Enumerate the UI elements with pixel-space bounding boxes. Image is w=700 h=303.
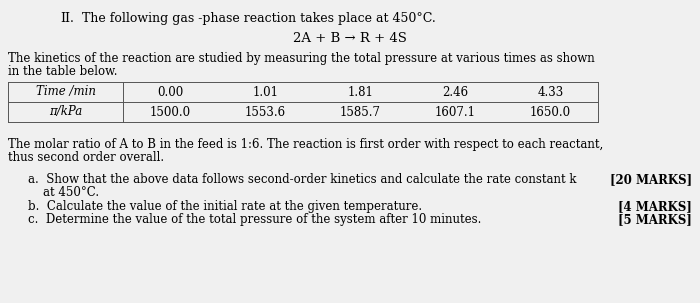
Text: [4 MARKS]: [4 MARKS] [618, 200, 692, 213]
Text: The following gas -phase reaction takes place at 450°C.: The following gas -phase reaction takes … [82, 12, 435, 25]
Text: The molar ratio of A to B in the feed is 1:6. The reaction is first order with r: The molar ratio of A to B in the feed is… [8, 138, 603, 151]
Text: 1607.1: 1607.1 [435, 105, 476, 118]
Text: 1553.6: 1553.6 [245, 105, 286, 118]
Text: 1.01: 1.01 [253, 85, 279, 98]
Text: at 450°C.: at 450°C. [28, 186, 99, 199]
Text: 2A + B → R + 4S: 2A + B → R + 4S [293, 32, 407, 45]
Text: The kinetics of the reaction are studied by measuring the total pressure at vari: The kinetics of the reaction are studied… [8, 52, 595, 65]
Text: 4.33: 4.33 [538, 85, 564, 98]
Text: a.  Show that the above data follows second-order kinetics and calculate the rat: a. Show that the above data follows seco… [28, 173, 577, 186]
Text: [20 MARKS]: [20 MARKS] [610, 173, 692, 186]
Text: π/kPa: π/kPa [49, 105, 82, 118]
Text: b.  Calculate the value of the initial rate at the given temperature.: b. Calculate the value of the initial ra… [28, 200, 422, 213]
Text: in the table below.: in the table below. [8, 65, 118, 78]
Text: 1585.7: 1585.7 [340, 105, 381, 118]
Text: thus second order overall.: thus second order overall. [8, 151, 164, 164]
Text: c.  Determine the value of the total pressure of the system after 10 minutes.: c. Determine the value of the total pres… [28, 213, 482, 226]
Text: 1.81: 1.81 [348, 85, 373, 98]
Text: II.: II. [60, 12, 74, 25]
Text: 2.46: 2.46 [442, 85, 468, 98]
Text: 1650.0: 1650.0 [530, 105, 571, 118]
Text: Time /min: Time /min [36, 85, 95, 98]
Text: 1500.0: 1500.0 [150, 105, 191, 118]
Text: [5 MARKS]: [5 MARKS] [618, 213, 692, 226]
Text: 0.00: 0.00 [158, 85, 183, 98]
